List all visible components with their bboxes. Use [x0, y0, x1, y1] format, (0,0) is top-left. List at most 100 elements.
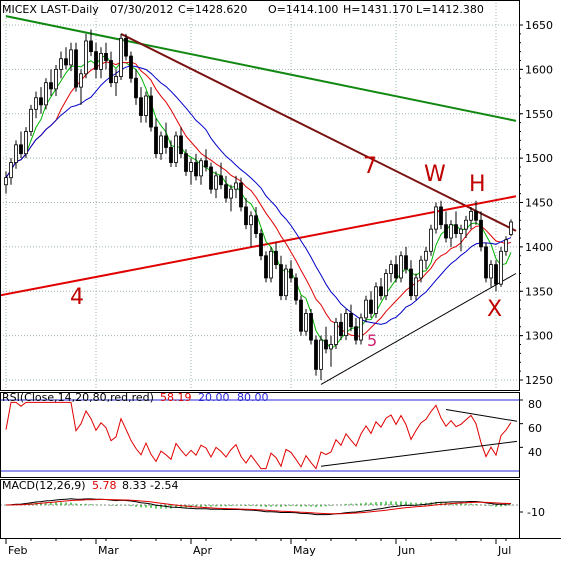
trendline: [0, 195, 517, 297]
candle-body: [304, 313, 308, 332]
candle-body: [89, 40, 93, 53]
candle-body: [179, 135, 183, 155]
candle-body: [174, 135, 178, 163]
candle-body: [339, 321, 343, 337]
month-label: Apr: [193, 544, 213, 557]
candle-body: [169, 147, 173, 163]
candle-body: [359, 317, 363, 341]
candle-body: [224, 184, 228, 199]
candle-body: [259, 233, 263, 257]
price-grid: [0, 0, 519, 390]
candle-body: [129, 55, 133, 79]
price-tick-label: 1550: [525, 108, 553, 121]
candle-body: [199, 160, 203, 177]
rsi-line: [5, 401, 512, 470]
candle-body: [39, 97, 43, 106]
candle-body: [354, 326, 358, 341]
macd-signal-value: 8.33: [122, 479, 147, 492]
rsi-resistance-trendline: [445, 408, 518, 422]
candle-body: [194, 162, 198, 177]
header-close: C=1428.620: [178, 3, 247, 16]
candle-body: [464, 219, 468, 230]
annotation-w: W: [424, 162, 446, 187]
candle-body: [229, 188, 233, 199]
candle-body: [29, 108, 33, 132]
month-label: May: [293, 544, 316, 557]
candle-body: [299, 299, 303, 332]
candle-body: [219, 175, 223, 186]
macd-value: 5.78: [92, 479, 117, 492]
candle-body: [189, 162, 193, 172]
candle-body: [279, 264, 283, 297]
header-high: H=1431.170: [343, 3, 413, 16]
annotation-x: X: [487, 297, 502, 322]
candle-body: [394, 264, 398, 279]
candle-body: [34, 97, 38, 110]
candle-body: [119, 37, 123, 77]
macd-panel: MACD(12,26,9) 5.78 8.33 -2.54 -10: [0, 479, 545, 519]
candle-body: [429, 228, 433, 252]
candle-body: [84, 40, 88, 75]
candle-body: [239, 182, 243, 208]
month-label: Jul: [497, 544, 511, 557]
candle-body: [289, 268, 293, 279]
candle-body: [79, 73, 83, 88]
candle-body: [379, 286, 383, 297]
candle-body: [409, 268, 413, 297]
panel-frame: [0, 0, 520, 391]
month-label: Mar: [98, 544, 119, 557]
candle-body: [49, 82, 53, 90]
candle-body: [389, 264, 393, 274]
price-tick-label: 1300: [525, 330, 553, 343]
candle-body: [234, 182, 238, 190]
price-tick-label: 1250: [525, 374, 553, 387]
macd-line: [5, 498, 512, 516]
candle-body: [284, 268, 288, 297]
annotation-h: H: [469, 172, 486, 197]
header-open: O=1414.100: [268, 3, 338, 16]
candle-body: [134, 77, 138, 99]
ma-line: [5, 61, 512, 337]
candle-body: [244, 206, 248, 226]
candle-body: [64, 58, 68, 66]
price-tick-label: 1650: [525, 19, 553, 32]
candle-body: [94, 51, 98, 70]
candle-body: [9, 162, 13, 179]
candle-body: [309, 313, 313, 341]
price-tick-label: 1600: [525, 63, 553, 76]
panel-frame: [0, 392, 520, 478]
header-symbol: MICEX LAST-Daily: [2, 3, 99, 16]
candle-body: [209, 166, 213, 190]
month-label: Feb: [8, 544, 27, 557]
candle-body: [334, 321, 338, 345]
candle-body: [4, 177, 8, 186]
candle-body: [14, 144, 18, 163]
candle-body: [439, 206, 443, 226]
month-label: Jun: [397, 544, 415, 557]
candle-body: [19, 144, 23, 155]
candle-body: [444, 224, 448, 239]
candle-body: [329, 344, 333, 350]
candle-body: [104, 53, 108, 61]
rsi-lower: 20.00: [198, 391, 230, 404]
candle-body: [274, 250, 278, 266]
price-tick-label: 1450: [525, 197, 553, 210]
candle-body: [149, 95, 153, 128]
candle-body: [424, 250, 428, 261]
candle-body: [324, 339, 328, 350]
candle-body: [249, 215, 253, 226]
price-tick-label: 1400: [525, 241, 553, 254]
candle-body: [494, 264, 498, 285]
candle-body: [44, 82, 48, 106]
candle-body: [484, 246, 488, 279]
price-tick-label: 1350: [525, 285, 553, 298]
price-panel: 1650 1600 1550 1500 1450 1400 1350 1300 1250 MIC…: [0, 0, 553, 390]
candle-body: [54, 68, 58, 90]
candle-body: [69, 49, 73, 66]
candle-body: [459, 228, 463, 234]
x-axis: Feb Mar Apr May Jun Jul: [5, 538, 511, 557]
candle-body: [74, 49, 78, 88]
candle-body: [269, 250, 273, 279]
candle-body: [449, 224, 453, 239]
